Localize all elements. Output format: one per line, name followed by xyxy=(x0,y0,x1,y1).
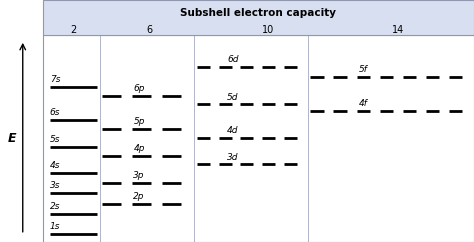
Text: 7s: 7s xyxy=(50,75,60,84)
Text: E: E xyxy=(8,132,16,145)
Text: 6s: 6s xyxy=(50,108,60,117)
Text: 2p: 2p xyxy=(133,192,145,201)
Text: 4f: 4f xyxy=(359,99,368,108)
Text: 5d: 5d xyxy=(227,92,239,101)
Text: 14: 14 xyxy=(392,25,404,35)
Text: 5s: 5s xyxy=(50,135,60,144)
Bar xyxy=(43,0,474,35)
Text: 6d: 6d xyxy=(227,55,239,64)
Text: 3s: 3s xyxy=(50,182,60,190)
Text: 1s: 1s xyxy=(50,222,60,231)
Text: 3d: 3d xyxy=(227,152,239,161)
Bar xyxy=(43,35,474,242)
Text: 2s: 2s xyxy=(50,202,60,211)
Text: 2: 2 xyxy=(70,25,77,35)
Text: 3p: 3p xyxy=(133,171,145,180)
Text: 4p: 4p xyxy=(133,144,145,153)
Text: 6p: 6p xyxy=(133,84,145,93)
Text: 4d: 4d xyxy=(227,126,239,135)
Text: Subshell electron capacity: Subshell electron capacity xyxy=(180,8,337,18)
Text: 5p: 5p xyxy=(133,117,145,126)
Text: 10: 10 xyxy=(262,25,274,35)
Text: 4s: 4s xyxy=(50,161,60,170)
Text: 6: 6 xyxy=(146,25,152,35)
Text: 5f: 5f xyxy=(359,65,368,74)
